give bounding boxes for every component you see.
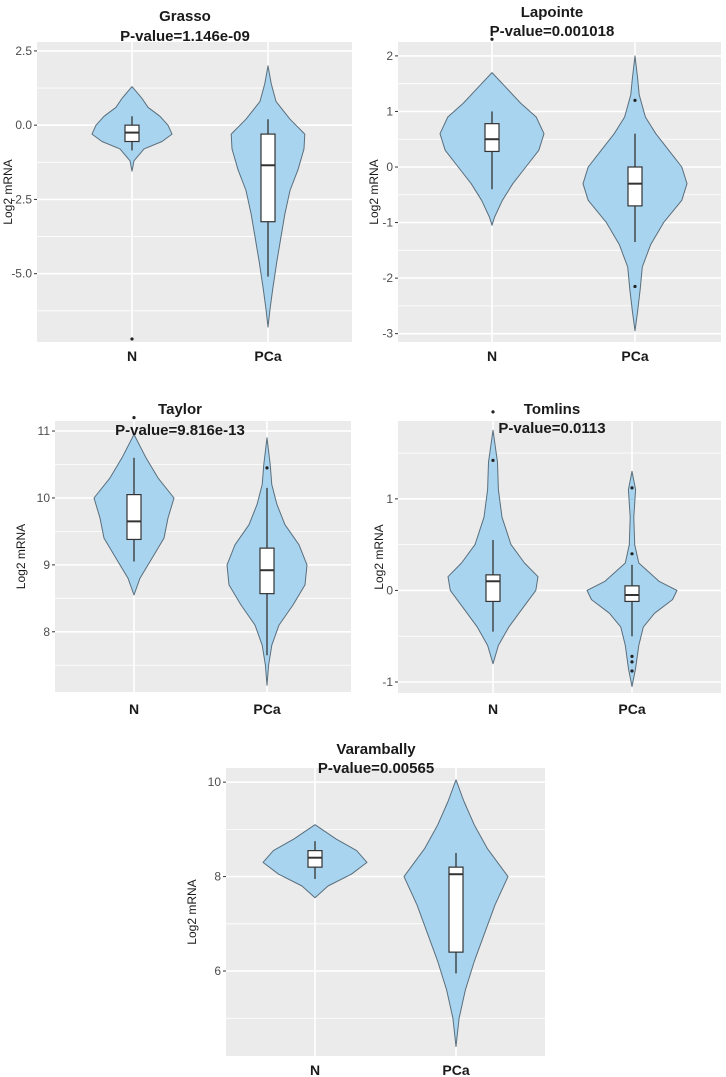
box-pca (624, 585, 640, 603)
y-tick-label: 10 (208, 775, 222, 789)
x-tick-label: PCa (254, 348, 281, 364)
plot-panel (37, 42, 352, 342)
chart-title: Taylor (158, 401, 202, 418)
y-axis-label: Log2 mRNA (14, 524, 28, 589)
y-tick-label: -2.5 (11, 192, 32, 206)
outlier-point (265, 466, 269, 470)
y-tick-label: 2.5 (15, 44, 32, 58)
y-tick-label: 0 (386, 583, 393, 597)
x-tick-label: PCa (442, 1062, 469, 1077)
y-tick-label: -2 (382, 271, 393, 285)
chart-subtitle-pvalue: P-value=0.0113 (498, 420, 605, 437)
violin-chart-lapointe: 2 1 0 -1 -2 -3 N PCa Log2 mRNA Lapointe P-value=0.… (367, 4, 721, 364)
violin-chart-tomlins: 1 0 -1 N PCa Log2 mRNA Tomlins P-value=0.0113 (372, 401, 721, 717)
x-tick-label: PCa (618, 701, 645, 717)
plot-panel (398, 421, 721, 693)
y-axis-label: Log2 mRNA (185, 879, 199, 944)
outlier-point (633, 98, 637, 102)
chart-title: Tomlins (524, 401, 580, 418)
outlier-point (491, 410, 495, 414)
x-tick-label: N (487, 348, 497, 364)
y-axis-label: Log2 mRNA (367, 159, 381, 224)
chart-title: Lapointe (521, 4, 584, 21)
outlier-point (630, 660, 634, 664)
outlier-point (630, 486, 634, 490)
chart-title: Varambally (336, 741, 416, 758)
box-n (485, 574, 501, 603)
y-tick-label: -1 (382, 675, 393, 689)
y-tick-label: 9 (43, 558, 50, 572)
box-pca (448, 866, 464, 953)
y-tick-label: -5.0 (11, 267, 32, 281)
y-tick-label: 8 (214, 870, 221, 884)
chart-subtitle-pvalue: P-value=0.00565 (318, 760, 434, 777)
x-tick-label: N (310, 1062, 320, 1077)
outlier-point (491, 458, 495, 462)
outlier-point (633, 284, 637, 289)
chart-subtitle-pvalue: P-value=1.146e-09 (120, 28, 250, 45)
x-tick-label: PCa (253, 701, 280, 717)
y-axis-label: Log2 mRNA (372, 524, 386, 589)
y-tick-label: 0 (386, 160, 393, 174)
x-tick-label: N (129, 701, 139, 717)
y-tick-label: 0.0 (15, 118, 32, 132)
box-n (484, 123, 500, 153)
y-tick-label: -1 (382, 216, 393, 230)
y-tick-label: -3 (382, 327, 393, 341)
box-n (307, 850, 323, 868)
x-tick-label: N (488, 701, 498, 717)
y-axis-label: Log2 mRNA (1, 159, 15, 224)
y-tick-label: 1 (386, 104, 393, 118)
y-tick-label: 6 (214, 964, 221, 978)
x-tick-label: N (127, 348, 137, 364)
plot-panel (226, 768, 545, 1056)
chart-subtitle-pvalue: P-value=9.816e-13 (115, 422, 245, 439)
violin-chart-varambally: 10 8 6 N PCa Log2 mRNA Varambally P-value=0.005… (185, 741, 545, 1077)
violin-chart-grasso: 2.5 0.0 -2.5 -5.0 N PCa Log2 mRNA Grasso P-value… (1, 8, 352, 364)
violin-chart-taylor: 11 10 9 8 N PCa Log2 mRNA Taylor P-value=9.816e-… (14, 401, 351, 717)
x-tick-label: PCa (621, 348, 648, 364)
box-pca (627, 166, 643, 207)
y-tick-label: 2 (386, 49, 393, 63)
outlier-point (630, 552, 634, 556)
chart-subtitle-pvalue: P-value=0.001018 (490, 23, 615, 40)
box-pca (260, 133, 276, 223)
y-tick-label: 11 (38, 424, 51, 438)
plot-panel (55, 421, 351, 692)
y-tick-label: 8 (43, 625, 50, 639)
y-tick-label: 10 (37, 491, 51, 505)
outlier-point (132, 416, 136, 420)
y-tick-label: 1 (386, 492, 393, 506)
outlier-point (130, 337, 134, 341)
outlier-point (490, 37, 494, 41)
outlier-point (630, 654, 634, 658)
box-n (126, 494, 142, 541)
chart-title: Grasso (159, 8, 211, 25)
outlier-point (630, 669, 634, 673)
